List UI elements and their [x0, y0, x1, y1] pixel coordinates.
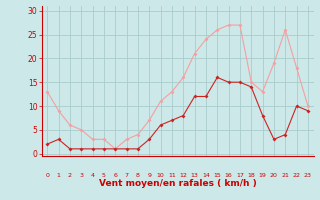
X-axis label: Vent moyen/en rafales ( km/h ): Vent moyen/en rafales ( km/h )	[99, 179, 256, 188]
